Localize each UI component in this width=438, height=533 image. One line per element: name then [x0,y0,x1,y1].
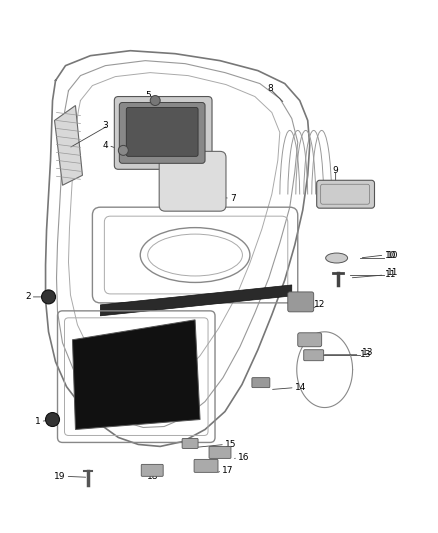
Text: 18: 18 [146,472,158,481]
FancyBboxPatch shape [119,102,205,163]
FancyBboxPatch shape [159,151,226,211]
Circle shape [42,290,56,304]
FancyBboxPatch shape [114,96,212,169]
Text: 14: 14 [295,383,306,392]
Circle shape [150,95,160,106]
FancyBboxPatch shape [182,439,198,448]
Ellipse shape [326,253,348,263]
Text: 19: 19 [54,472,66,481]
Text: 7: 7 [230,193,236,203]
Text: 4: 4 [103,141,108,150]
Text: 1: 1 [35,417,41,426]
Text: 5: 5 [145,91,151,100]
Text: 13: 13 [361,348,373,357]
Circle shape [118,146,128,155]
Text: 6: 6 [178,96,184,105]
Text: 15: 15 [225,440,237,449]
Text: 10: 10 [385,251,396,260]
FancyBboxPatch shape [141,464,163,477]
Text: 16: 16 [238,453,249,462]
Text: 12: 12 [314,301,325,309]
FancyBboxPatch shape [298,333,321,347]
Text: 10: 10 [386,251,398,260]
FancyBboxPatch shape [288,292,314,312]
FancyBboxPatch shape [252,378,270,387]
FancyBboxPatch shape [209,447,231,458]
FancyBboxPatch shape [317,180,374,208]
Text: 2: 2 [25,293,31,301]
Text: 8: 8 [267,84,273,93]
Polygon shape [72,320,200,430]
Text: 3: 3 [102,121,108,130]
Circle shape [46,413,60,426]
Text: 11: 11 [385,270,396,279]
Text: 9: 9 [333,166,339,175]
Text: 17: 17 [222,466,233,475]
Text: 11: 11 [386,269,398,278]
FancyBboxPatch shape [194,459,218,472]
Polygon shape [100,285,292,316]
Text: 13: 13 [360,350,371,359]
FancyBboxPatch shape [304,350,324,361]
Polygon shape [54,106,82,185]
FancyBboxPatch shape [126,108,198,156]
